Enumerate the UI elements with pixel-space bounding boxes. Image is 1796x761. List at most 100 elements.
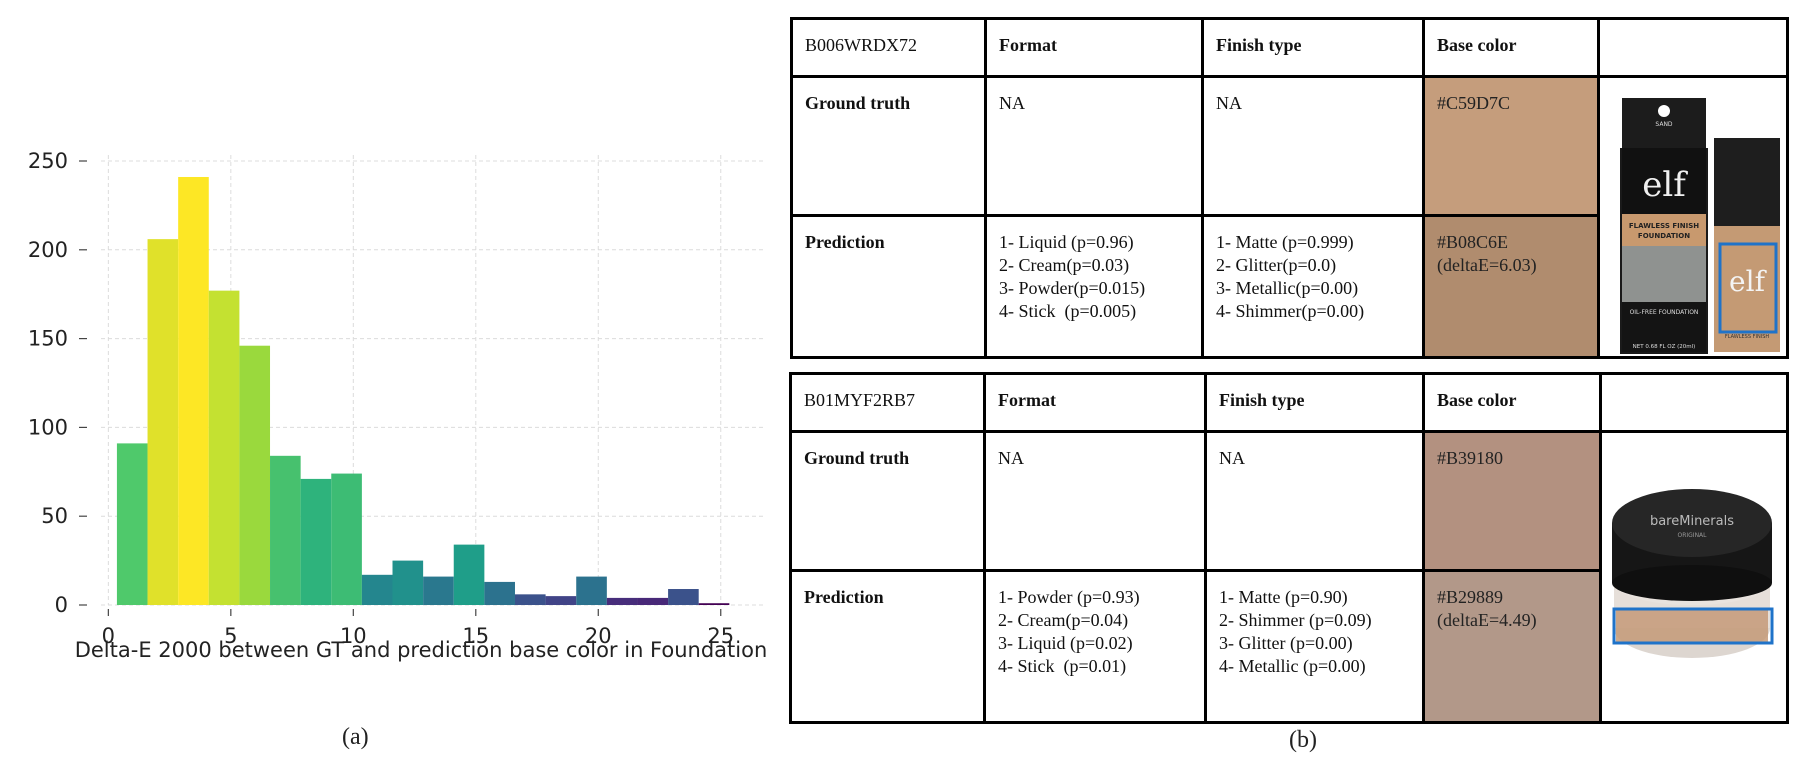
image-header: [1597, 17, 1789, 78]
prediction-row: Prediction 1- Liquid (p=0.96) 2- Cream(p…: [790, 214, 1788, 359]
detection-box: [1612, 607, 1774, 645]
ground-truth-label: Ground truth: [789, 430, 986, 572]
y-tick-label: 50: [41, 504, 68, 528]
histogram-bar-15: [545, 596, 577, 605]
histogram-bar-12: [453, 544, 485, 605]
histogram-chart: 0 50 100 150 200 250 0 5 10 15 20 25 Delta-E 2000 …: [28, 149, 768, 662]
ground-truth-row: Ground truth NA NA #C59D7C SAND elf FLAW…: [790, 75, 1789, 359]
y-tick-label: 100: [28, 415, 68, 439]
product-id: B006WRDX72: [790, 17, 987, 78]
histogram-bar-11: [423, 576, 454, 605]
pred-format: 1- Powder (p=0.93) 2- Cream(p=0.04) 3- L…: [983, 569, 1207, 724]
header-row: B006WRDX72 Format Finish type Base color: [790, 17, 1789, 78]
pred-finish: 1- Matte (p=0.90) 2- Shimmer (p=0.09) 3-…: [1204, 569, 1425, 724]
base-color-header: Base color: [1422, 372, 1602, 433]
prediction-label: Prediction: [789, 569, 986, 724]
pred-format-1: 1- Liquid (p=0.96): [999, 232, 1134, 252]
pred-base-color-value: #B08C6E: [1437, 232, 1509, 252]
histogram-bar-2: [147, 239, 179, 606]
histogram-bar-4: [208, 290, 240, 605]
histogram-bar-7: [300, 478, 332, 605]
histogram-bar-9: [361, 574, 393, 605]
prediction-label: Prediction: [790, 214, 987, 359]
elf-box-line4: OIL-FREE FOUNDATION: [1630, 309, 1699, 316]
format-header: Format: [983, 372, 1207, 433]
elf-box-line2: FOUNDATION: [1638, 232, 1690, 240]
histogram-bar-1: [116, 443, 148, 605]
pred-delta-e: (deltaE=6.03): [1437, 255, 1537, 275]
histogram-bar-17: [606, 597, 638, 605]
y-tick-label: 0: [55, 593, 68, 617]
product-table-2: B01MYF2RB7 Format Finish type Base color…: [789, 372, 1789, 724]
caption-b: (b): [1289, 727, 1317, 753]
pred-format-4: 4- Stick (p=0.005): [999, 301, 1137, 321]
pred-format: 1- Liquid (p=0.96) 2- Cream(p=0.03) 3- P…: [984, 214, 1204, 359]
y-axis-ticks: 0 50 100 150 200 250: [28, 149, 87, 617]
gt-base-color-value: #C59D7C: [1437, 93, 1511, 113]
histogram-bar-18: [637, 597, 669, 605]
pred-format-3: 3- Liquid (p=0.02): [998, 633, 1133, 653]
pred-base-color-swatch: #B29889 (deltaE=4.49): [1422, 569, 1602, 724]
pred-delta-e: (deltaE=4.49): [1437, 610, 1537, 630]
histogram-bar-13: [484, 581, 515, 605]
histogram-bar-5: [239, 345, 271, 605]
base-color-header: Base color: [1422, 17, 1600, 78]
elf-logo-small: elf: [1729, 265, 1768, 298]
pred-finish-4: 4- Shimmer(p=0.00): [1216, 301, 1365, 321]
image-header: [1599, 372, 1789, 433]
elf-small-top-text: SAND: [1655, 121, 1673, 128]
pred-finish-1: 1- Matte (p=0.999): [1216, 232, 1354, 252]
caption-a: (a): [342, 724, 369, 750]
x-tick-label: 10: [340, 624, 367, 648]
product-image-elf: SAND elf FLAWLESS FINISH FOUNDATION OIL-…: [1597, 75, 1789, 359]
y-tick-label: 250: [28, 149, 68, 173]
bareminerals-logo: bareMinerals: [1650, 514, 1734, 529]
elf-box-line1: FLAWLESS FINISH: [1629, 222, 1699, 230]
y-tick-label: 200: [28, 238, 68, 262]
header-row: B01MYF2RB7 Format Finish type Base color: [789, 372, 1789, 433]
histogram-bar-8: [331, 473, 362, 605]
finish-header: Finish type: [1201, 17, 1425, 78]
gt-format: NA: [983, 430, 1207, 572]
elf-box-line5: NET 0.68 FL OZ (20ml): [1633, 344, 1696, 350]
pred-finish-2: 2- Glitter(p=0.0): [1216, 255, 1337, 275]
x-axis-ticks: 0 5 10 15 20 25: [102, 609, 734, 648]
pred-format-3: 3- Powder(p=0.015): [999, 278, 1146, 298]
pred-finish-4: 4- Metallic (p=0.00): [1219, 656, 1366, 676]
pred-finish-3: 3- Metallic(p=0.00): [1216, 278, 1359, 298]
x-tick-label: 20: [585, 624, 612, 648]
histogram-bar-3: [178, 176, 209, 605]
y-tick-label: 150: [28, 327, 68, 351]
gt-base-color-value: #B39180: [1437, 448, 1504, 468]
gt-format: NA: [984, 75, 1204, 217]
pred-finish: 1- Matte (p=0.999) 2- Glitter(p=0.0) 3- …: [1201, 214, 1425, 359]
histogram-bar-16: [576, 576, 607, 605]
elf-bottle-line: FLAWLESS FINISH: [1725, 334, 1769, 340]
x-axis-label: Delta-E 2000 between GT and prediction b…: [75, 638, 768, 662]
gt-finish: NA: [1201, 75, 1425, 217]
gt-finish: NA: [1204, 430, 1425, 572]
format-header: Format: [984, 17, 1204, 78]
pred-finish-3: 3- Glitter (p=0.00): [1219, 633, 1353, 653]
detection-box: [1718, 242, 1778, 334]
pred-base-color-value: #B29889: [1437, 587, 1504, 607]
ground-truth-row: Ground truth NA NA #B39180 bareMinerals …: [789, 430, 1789, 724]
finish-header: Finish type: [1204, 372, 1425, 433]
histogram-bars: [116, 176, 730, 606]
pred-finish-2: 2- Shimmer (p=0.09): [1219, 610, 1372, 630]
histogram-bar-14: [514, 594, 546, 605]
pred-format-2: 2- Cream(p=0.03): [999, 255, 1130, 275]
bareminerals-sub: ORIGINAL: [1677, 532, 1707, 539]
ground-truth-label: Ground truth: [790, 75, 987, 217]
elf-foundation-image: SAND elf FLAWLESS FINISH FOUNDATION OIL-…: [1620, 98, 1780, 354]
histogram-bar-6: [270, 455, 301, 605]
x-tick-label: 5: [224, 624, 237, 648]
x-tick-label: 0: [102, 624, 115, 648]
gt-base-color-swatch: #C59D7C: [1422, 75, 1600, 217]
pred-format-2: 2- Cream(p=0.04): [998, 610, 1129, 630]
pred-finish-1: 1- Matte (p=0.90): [1219, 587, 1348, 607]
pred-format-1: 1- Powder (p=0.93): [998, 587, 1140, 607]
bareminerals-jar-image: bareMinerals ORIGINAL: [1612, 489, 1774, 658]
elf-logo-large: elf: [1642, 165, 1688, 205]
histogram-bar-10: [392, 560, 424, 605]
